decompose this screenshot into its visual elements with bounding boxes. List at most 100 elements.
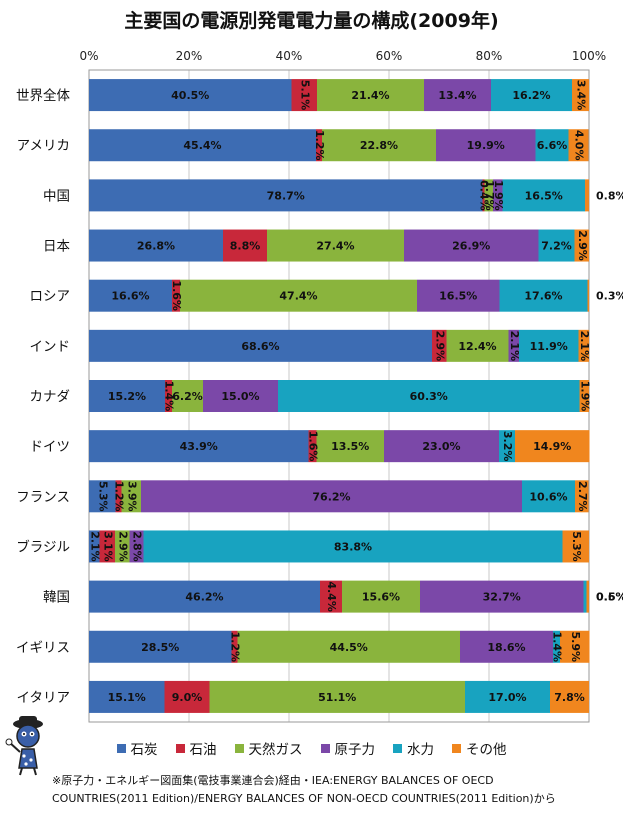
bar-segment (522, 480, 575, 513)
chart-title: 主要国の電源別発電電力量の構成(2009年) (124, 10, 499, 32)
legend-label: 石炭 (130, 742, 158, 758)
bar-segment (568, 129, 589, 162)
data-label: 46.2% (185, 591, 223, 604)
bar-segment (417, 279, 500, 312)
bar-segment (420, 580, 584, 613)
data-label: 0.8% (596, 189, 623, 202)
category-label: ブラジル (16, 538, 70, 555)
data-label: 16.5% (439, 290, 477, 303)
x-tick-label: 80% (476, 49, 503, 63)
data-label: 16.6% (111, 290, 149, 303)
data-label: 2.9% (576, 230, 589, 261)
data-label: 7.8% (554, 691, 585, 704)
data-label: 8.8% (230, 240, 261, 253)
data-label: 1.2% (229, 632, 242, 663)
bar-segment (121, 480, 141, 513)
bar-segment (316, 430, 384, 463)
data-label: 16.2% (512, 89, 550, 102)
data-label: 13.4% (438, 89, 476, 102)
legend-label: その他 (466, 742, 507, 758)
bar-segment (291, 79, 317, 112)
data-label: 3.9% (125, 481, 138, 512)
bar-segment (203, 380, 278, 412)
data-label: 6.2% (172, 390, 203, 403)
legend-swatch (175, 743, 185, 753)
bar-segment (575, 480, 589, 513)
bar-segment (89, 480, 116, 513)
data-label: 13.5% (331, 440, 369, 453)
legend-item: 石油 (175, 738, 217, 758)
category-label: イタリア (17, 690, 70, 706)
data-label: 0.6% (596, 591, 623, 604)
data-label: 15.6% (362, 591, 400, 604)
data-label: 3.4% (575, 80, 588, 111)
data-label: 6.6% (537, 139, 568, 152)
data-label: 47.4% (279, 290, 317, 303)
bar-segment (99, 530, 115, 563)
data-label: 2.8% (131, 531, 144, 562)
data-label: 11.9% (530, 340, 568, 353)
bar-segment (508, 329, 519, 362)
x-tick-label: 0% (79, 49, 98, 63)
bar-segment (535, 129, 569, 162)
category-label: インド (30, 339, 71, 355)
data-label: 14.9% (533, 440, 571, 453)
source-note: ※原子力・エネルギー図面集(電技事業連合会)経由・IEA:ENERGY BALA… (52, 772, 612, 808)
bar-segment (89, 229, 223, 262)
data-label: 1.2% (113, 481, 126, 512)
category-label: 中国 (43, 188, 70, 204)
mascot-character-icon (5, 716, 43, 776)
data-label: 32.7% (483, 591, 521, 604)
bar-segment (89, 630, 232, 663)
data-label: 2.1% (508, 331, 521, 362)
data-label: 5.3% (96, 481, 109, 512)
legend-swatch (234, 743, 244, 753)
bar-segment (578, 329, 589, 362)
data-label: 2.1% (88, 531, 101, 562)
data-label: 0.5% (596, 591, 623, 604)
data-label: 2.1% (578, 331, 591, 362)
data-label: 21.4% (351, 89, 389, 102)
data-label: 83.8% (334, 540, 372, 553)
data-label: 15.0% (221, 390, 259, 403)
data-label: 23.0% (422, 440, 460, 453)
bar-segment (89, 580, 320, 613)
bar-segment (115, 480, 122, 513)
bar-segment (499, 279, 588, 312)
x-tick-label: 60% (376, 49, 403, 63)
bar-segment (316, 129, 322, 162)
bar-segment (585, 179, 589, 212)
bar-segment (223, 229, 267, 262)
bar-segment (574, 229, 589, 262)
data-label: 44.5% (330, 641, 368, 654)
bar-segment (89, 680, 165, 713)
category-label: アメリカ (17, 138, 70, 154)
x-tick-label: 20% (176, 49, 203, 63)
source-note-line-2: COUNTRIES(2011 Edition)/ENERGY BALANCES … (52, 792, 556, 805)
bar-segment (515, 430, 590, 463)
bar-segment (519, 329, 579, 362)
data-label: 7.2% (541, 240, 572, 253)
bar-segment (579, 380, 589, 412)
bar-segment (89, 179, 483, 212)
data-label: 1.7% (483, 180, 496, 211)
bar-segment (550, 680, 589, 713)
bar-segment (583, 580, 587, 613)
bar-segment (538, 229, 575, 262)
bar-segment (143, 530, 563, 563)
data-label: 10.6% (529, 490, 567, 503)
source-note-line-1: ※原子力・エネルギー図面集(電技事業連合会)経由・IEA:ENERGY BALA… (52, 774, 494, 787)
bar-segment (317, 79, 424, 112)
bar-segment (460, 630, 553, 663)
category-label: カナダ (30, 389, 71, 405)
bar-segment (89, 129, 316, 162)
data-label: 22.8% (360, 139, 398, 152)
data-label: 5.3% (570, 531, 583, 562)
bar-segment (89, 430, 309, 463)
category-label: 世界全体 (16, 87, 70, 104)
x-tick-label: 40% (276, 49, 303, 63)
bar-segment (267, 229, 404, 262)
data-label: 1.2% (313, 130, 326, 161)
bar-segment (129, 530, 144, 563)
category-label: ドイツ (30, 439, 71, 455)
